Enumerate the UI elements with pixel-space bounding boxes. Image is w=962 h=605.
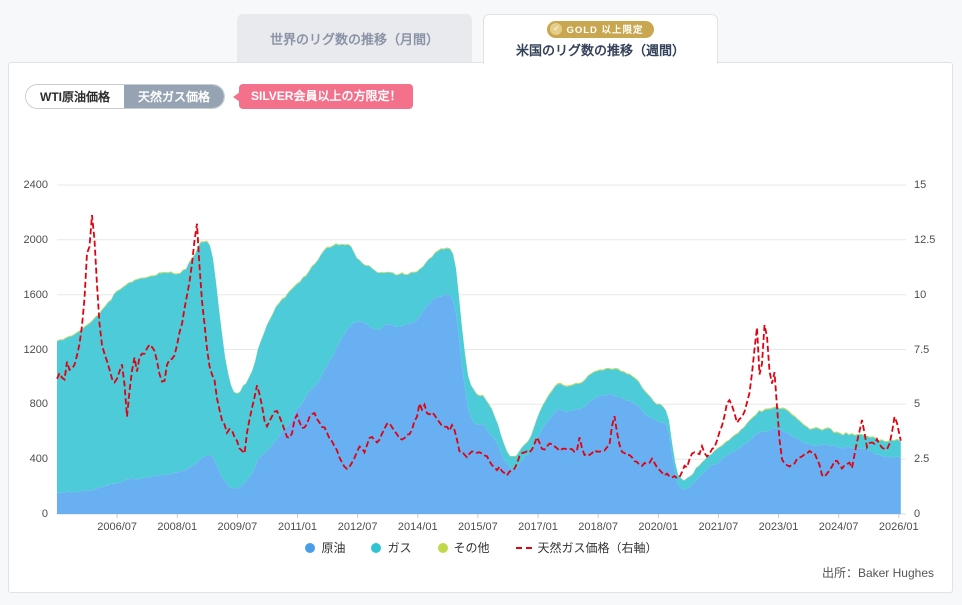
legend-dash-icon: [515, 546, 532, 549]
toggle-wti-oil-price[interactable]: WTI原油価格: [26, 85, 124, 108]
legend-dot-icon: [437, 542, 448, 553]
legend-label: 天然ガス価格（右軸）: [537, 541, 658, 555]
legend-label: その他: [453, 541, 490, 555]
legend-dot-icon: [305, 542, 316, 553]
tab-us-rig-count[interactable]: ✓ GOLD 以上限定 米国のリグ数の推移（週間）: [483, 14, 718, 64]
source-note: 出所：Baker Hughes: [821, 566, 934, 580]
chart-legend: 原油 ガス その他 天然ガス価格（右軸）: [57, 539, 906, 556]
tab-world-rig-count[interactable]: 世界のリグ数の推移（月間）: [237, 14, 472, 62]
gold-coin-icon: ✓: [550, 23, 563, 35]
gold-member-badge: ✓ GOLD 以上限定: [547, 20, 654, 38]
silver-member-promo-badge: SILVER会員以上の方限定！: [232, 84, 414, 109]
legend-item[interactable]: 天然ガス価格（右軸）: [515, 539, 658, 556]
legend-label: ガス: [387, 541, 412, 555]
tab-us-rig-count-label: 米国のリグ数の推移（週間）: [515, 42, 685, 58]
chart-card: WTI原油価格 天然ガス価格 SILVER会員以上の方限定！ 出所：Baker …: [8, 62, 953, 593]
toggle-natural-gas-price[interactable]: 天然ガス価格: [124, 85, 225, 108]
legend-label: 原油: [321, 541, 346, 555]
tab-world-rig-count-label: 世界のリグ数の推移（月間）: [269, 31, 439, 47]
legend-item[interactable]: 原油: [305, 539, 345, 556]
price-series-toggle: WTI原油価格 天然ガス価格: [25, 84, 226, 109]
legend-item[interactable]: ガス: [371, 539, 412, 556]
legend-dot-icon: [371, 542, 382, 553]
legend-item[interactable]: その他: [437, 539, 490, 556]
gold-badge-label: GOLD 以上限定: [566, 25, 644, 36]
